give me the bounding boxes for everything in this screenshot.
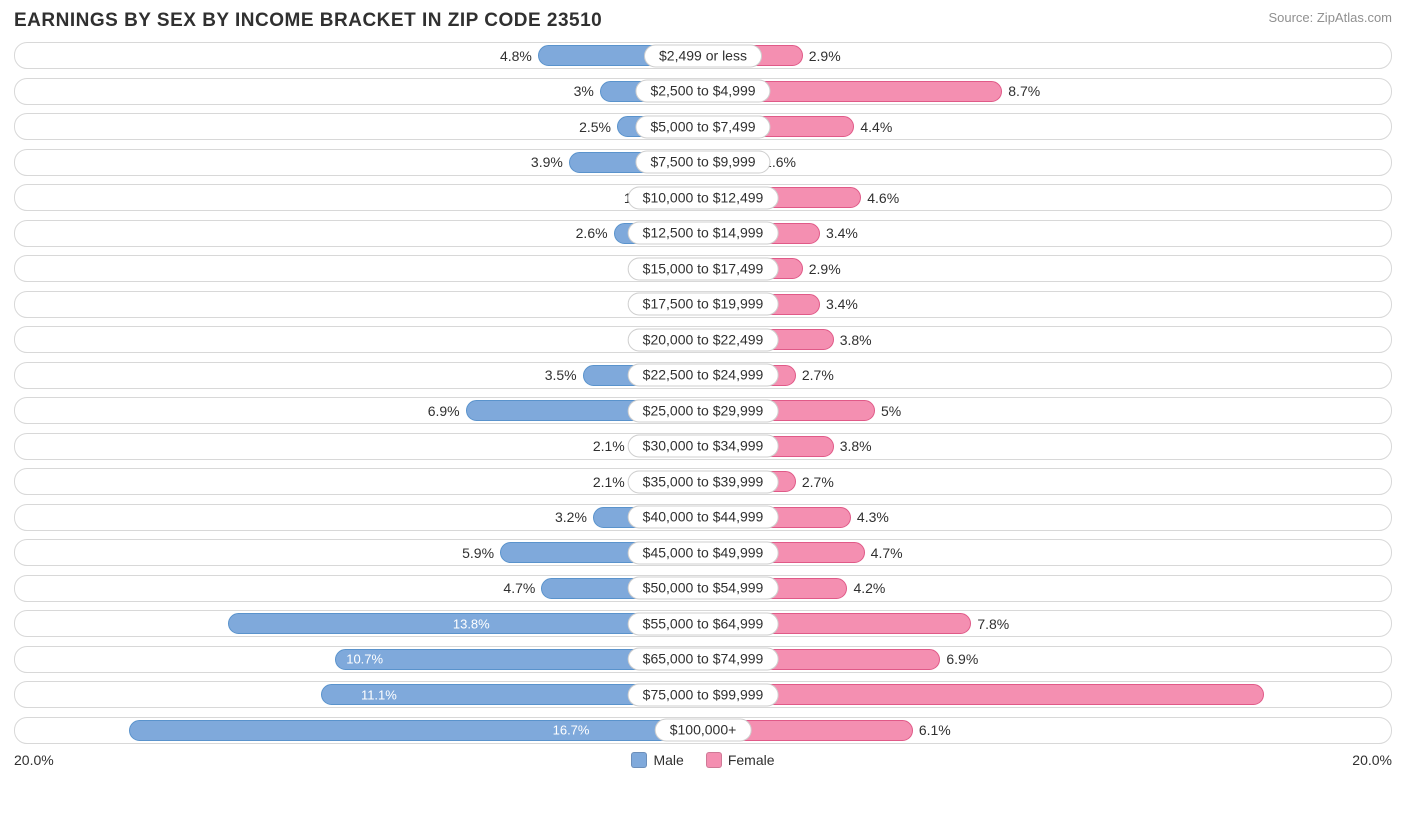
category-pill: $55,000 to $64,999 bbox=[628, 612, 779, 635]
female-value-label: 2.7% bbox=[802, 367, 834, 383]
male-value-label: 13.8% bbox=[443, 616, 490, 631]
category-pill: $45,000 to $49,999 bbox=[628, 541, 779, 564]
category-pill: $75,000 to $99,999 bbox=[628, 683, 779, 706]
female-value-label: 3.4% bbox=[826, 225, 858, 241]
chart-row: 16.7% 6.1% $100,000+ bbox=[14, 717, 1392, 744]
female-value-label: 6.9% bbox=[946, 651, 978, 667]
chart-header: EARNINGS BY SEX BY INCOME BRACKET IN ZIP… bbox=[14, 10, 1392, 32]
chart-row: 0.31%3.8%$20,000 to $22,499 bbox=[14, 326, 1392, 353]
chart-row: 2.1% 2.7% $35,000 to $39,999 bbox=[14, 468, 1392, 495]
chart-row: 10.7% 6.9% $65,000 to $74,999 bbox=[14, 646, 1392, 673]
chart-row: 2.1% 3.8% $30,000 to $34,999 bbox=[14, 433, 1392, 460]
category-pill: $5,000 to $7,499 bbox=[635, 115, 770, 138]
male-value-label: 3.2% bbox=[555, 509, 587, 525]
male-value-label: 2.5% bbox=[579, 119, 611, 135]
male-value-label: 3.5% bbox=[545, 367, 577, 383]
category-pill: $22,500 to $24,999 bbox=[628, 364, 779, 387]
female-value-label: 3.8% bbox=[840, 332, 872, 348]
category-pill: $40,000 to $44,999 bbox=[628, 506, 779, 529]
female-value-label: 4.3% bbox=[857, 509, 889, 525]
category-pill: $2,500 to $4,999 bbox=[635, 80, 770, 103]
female-value-label: 3.4% bbox=[826, 296, 858, 312]
male-value-label: 6.9% bbox=[428, 403, 460, 419]
legend-label-male: Male bbox=[653, 752, 683, 768]
female-value-label: 4.4% bbox=[860, 119, 892, 135]
male-value-label: 3% bbox=[574, 83, 594, 99]
male-value-label: 3.9% bbox=[531, 154, 563, 170]
legend-item-female: Female bbox=[706, 752, 775, 768]
category-pill: $35,000 to $39,999 bbox=[628, 470, 779, 493]
female-value-label: 4.7% bbox=[871, 545, 903, 561]
chart-row: 4.8% 2.9% $2,499 or less bbox=[14, 42, 1392, 69]
male-value-label: 10.7% bbox=[336, 652, 383, 667]
category-pill: $20,000 to $22,499 bbox=[628, 328, 779, 351]
category-pill: $10,000 to $12,499 bbox=[628, 186, 779, 209]
category-pill: $100,000+ bbox=[655, 719, 752, 742]
legend-swatch-female bbox=[706, 752, 722, 768]
male-value-label: 5.9% bbox=[462, 545, 494, 561]
category-pill: $65,000 to $74,999 bbox=[628, 648, 779, 671]
category-pill: $12,500 to $14,999 bbox=[628, 222, 779, 245]
female-value-label: 4.2% bbox=[853, 580, 885, 596]
female-value-label: 3.8% bbox=[840, 438, 872, 454]
category-pill: $50,000 to $54,999 bbox=[628, 577, 779, 600]
chart-row: 5.9% 4.7% $45,000 to $49,999 bbox=[14, 539, 1392, 566]
category-pill: $30,000 to $34,999 bbox=[628, 435, 779, 458]
male-bar bbox=[129, 720, 703, 741]
chart-title: EARNINGS BY SEX BY INCOME BRACKET IN ZIP… bbox=[14, 10, 602, 32]
chart-row: 4.7% 4.2% $50,000 to $54,999 bbox=[14, 575, 1392, 602]
diverging-bar-chart: 4.8% 2.9% $2,499 or less 3% 8.7% $2,500 to $4… bbox=[14, 42, 1392, 744]
chart-row: 13.8% 7.8% $55,000 to $64,999 bbox=[14, 610, 1392, 637]
chart-row: 3% 8.7% $2,500 to $4,999 bbox=[14, 78, 1392, 105]
female-value-label: 6.1% bbox=[919, 722, 951, 738]
axis-max-left: 20.0% bbox=[14, 752, 54, 768]
chart-legend: Male Female bbox=[54, 752, 1353, 768]
female-value-label: 7.8% bbox=[977, 616, 1009, 632]
female-value-label: 5% bbox=[881, 403, 901, 419]
female-value-label: 2.9% bbox=[809, 261, 841, 277]
chart-row: 6.9% 5% $25,000 to $29,999 bbox=[14, 397, 1392, 424]
category-pill: $25,000 to $29,999 bbox=[628, 399, 779, 422]
category-pill: $17,500 to $19,999 bbox=[628, 293, 779, 316]
male-value-label: 4.7% bbox=[503, 580, 535, 596]
category-pill: $15,000 to $17,499 bbox=[628, 257, 779, 280]
male-value-label: 11.1% bbox=[351, 687, 397, 702]
chart-source: Source: ZipAtlas.com bbox=[1268, 10, 1392, 25]
chart-row: 3.9%1.6%$7,500 to $9,999 bbox=[14, 149, 1392, 176]
chart-row: 3.5% 2.7% $22,500 to $24,999 bbox=[14, 362, 1392, 389]
male-value-label: 4.8% bbox=[500, 48, 532, 64]
chart-row: 2.6% 3.4% $12,500 to $14,999 bbox=[14, 220, 1392, 247]
legend-label-female: Female bbox=[728, 752, 775, 768]
female-value-label: 8.7% bbox=[1008, 83, 1040, 99]
male-value-label: 2.6% bbox=[576, 225, 608, 241]
chart-footer: 20.0% Male Female 20.0% bbox=[14, 752, 1392, 768]
chart-row: 11.1% 16.3% $75,000 to $99,999 bbox=[14, 681, 1392, 708]
chart-row: 2.5% 4.4% $5,000 to $7,499 bbox=[14, 113, 1392, 140]
male-value-label: 2.1% bbox=[593, 474, 625, 490]
category-pill: $7,500 to $9,999 bbox=[635, 151, 770, 174]
chart-row: 1.2%4.6%$10,000 to $12,499 bbox=[14, 184, 1392, 211]
female-value-label: 2.7% bbox=[802, 474, 834, 490]
chart-row: 0.65%3.4%$17,500 to $19,999 bbox=[14, 291, 1392, 318]
female-value-label: 16.3% bbox=[830, 687, 1391, 702]
male-value-label: 2.1% bbox=[593, 438, 625, 454]
male-value-label: 16.7% bbox=[543, 723, 590, 738]
female-value-label: 4.6% bbox=[867, 190, 899, 206]
axis-max-right: 20.0% bbox=[1352, 752, 1392, 768]
legend-swatch-male bbox=[631, 752, 647, 768]
chart-row: 0.55%2.9%$15,000 to $17,499 bbox=[14, 255, 1392, 282]
female-value-label: 2.9% bbox=[809, 48, 841, 64]
chart-row: 3.2% 4.3% $40,000 to $44,999 bbox=[14, 504, 1392, 531]
category-pill: $2,499 or less bbox=[644, 44, 762, 67]
legend-item-male: Male bbox=[631, 752, 683, 768]
